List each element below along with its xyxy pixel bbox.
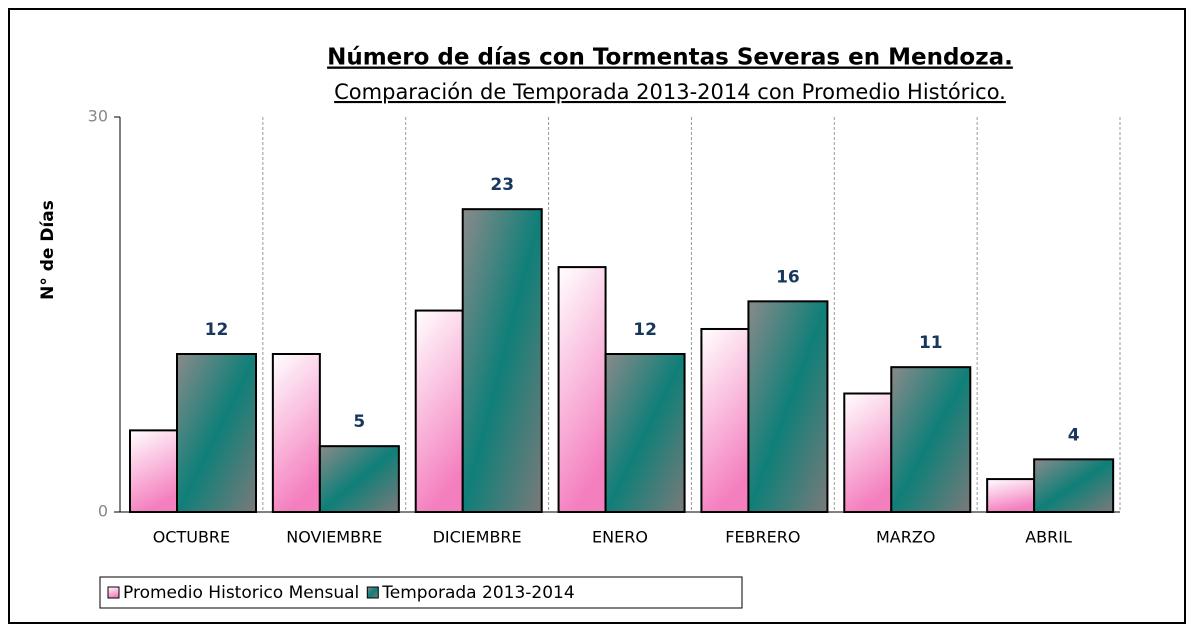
bar <box>747 300 829 514</box>
bar <box>271 353 321 513</box>
data-label: 23 <box>490 175 514 195</box>
bar <box>557 266 607 513</box>
legend-label: Temporada 2013-2014 <box>381 583 574 603</box>
x-tick-label: OCTUBRE <box>153 528 230 547</box>
bar <box>604 353 686 513</box>
data-label: 5 <box>353 412 365 432</box>
bar <box>890 366 972 513</box>
x-tick-label: ENERO <box>592 528 648 547</box>
data-label: 11 <box>919 333 943 353</box>
data-label: 16 <box>776 267 800 287</box>
x-tick-label: MARZO <box>876 528 935 547</box>
chart-title: Número de días con Tormentas Severas en … <box>327 45 1013 71</box>
x-tick-label: FEBRERO <box>725 528 800 547</box>
legend: Promedio Historico Mensual Temporada 2013… <box>99 576 743 609</box>
x-tick-label: DICIEMBRE <box>433 528 522 547</box>
bar <box>1033 458 1115 514</box>
bar <box>414 309 464 513</box>
legend-label: Promedio Historico Mensual <box>123 583 359 603</box>
data-label: 4 <box>1068 425 1080 445</box>
data-label: 12 <box>633 320 657 340</box>
data-label: 12 <box>205 320 229 340</box>
bar <box>461 208 543 514</box>
bar <box>843 392 893 513</box>
legend-swatch <box>366 586 379 599</box>
y-tick-label: 30 <box>88 107 108 126</box>
bar <box>318 445 400 513</box>
bar <box>176 353 257 513</box>
bar <box>129 429 178 513</box>
chart-subtitle: Comparación de Temporada 2013-2014 con P… <box>334 80 1006 104</box>
y-tick-label: 0 <box>98 502 108 521</box>
bar <box>986 478 1036 514</box>
y-axis-label: N° de Días <box>38 200 58 300</box>
x-tick-label: NOVIEMBRE <box>286 528 382 547</box>
x-tick-label: ABRIL <box>1025 528 1072 547</box>
legend-box <box>99 576 743 609</box>
bar <box>700 327 750 513</box>
legend-swatch <box>107 586 120 599</box>
